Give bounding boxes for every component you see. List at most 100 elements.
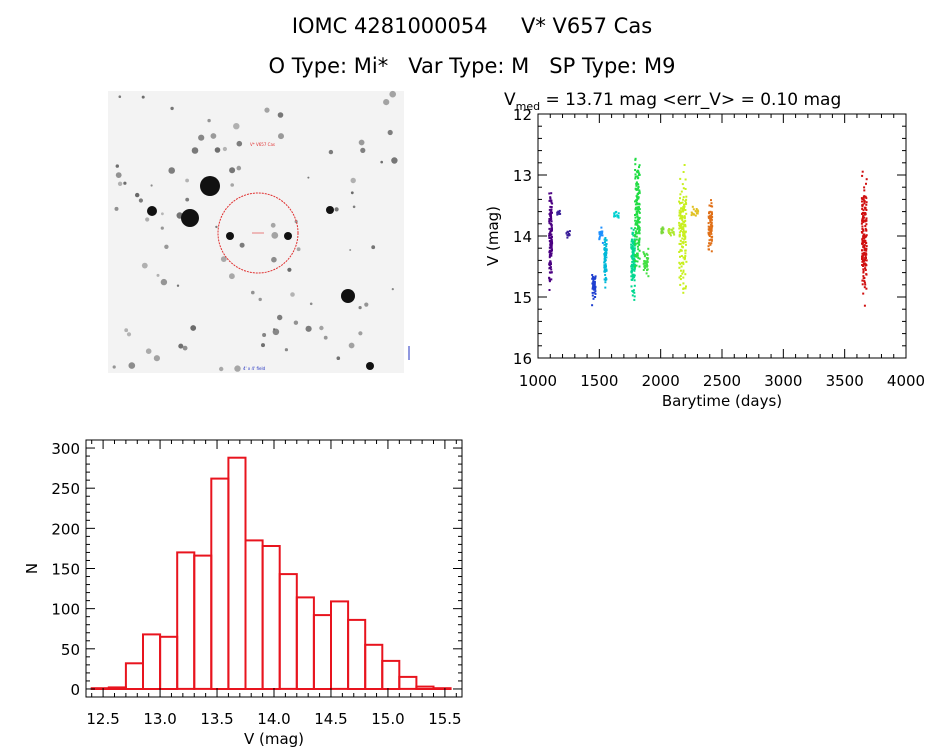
- light-curve-point: [711, 235, 714, 238]
- light-curve-point: [683, 257, 686, 260]
- star: [190, 325, 197, 331]
- light-curve-point: [684, 201, 687, 204]
- star: [358, 139, 365, 146]
- light-curve-point: [708, 233, 711, 236]
- light-curve-point: [684, 287, 687, 290]
- light-curve-point: [591, 276, 594, 278]
- light-curve-y-tick-label: 13: [513, 167, 532, 185]
- light-curve-point: [594, 277, 596, 280]
- light-curve-point: [548, 264, 551, 267]
- light-curve-point: [617, 216, 620, 219]
- light-curve-point: [863, 259, 865, 262]
- light-curve-point: [679, 263, 682, 266]
- light-curve-point: [613, 215, 616, 218]
- light-curve-point: [630, 265, 633, 268]
- light-curve-point: [631, 277, 634, 280]
- light-curve-point: [681, 246, 684, 248]
- light-curve-point: [684, 252, 687, 255]
- light-curve-point: [679, 255, 681, 258]
- histogram-bar: [159, 635, 179, 690]
- histogram-bar: [381, 659, 401, 691]
- light-curve-point: [633, 247, 636, 250]
- light-curve-point: [669, 231, 672, 234]
- light-curve-point: [604, 276, 607, 279]
- light-curve-x-tick-label: 1000: [519, 372, 557, 390]
- star: [262, 333, 267, 337]
- light-curve-point: [636, 222, 639, 225]
- light-curve-point: [646, 259, 649, 262]
- star: [309, 302, 313, 306]
- star: [272, 328, 280, 336]
- light-curve-point: [865, 223, 868, 226]
- light-curve-point: [636, 254, 639, 257]
- light-curve-point: [684, 255, 687, 257]
- star: [290, 292, 295, 297]
- light-curve-point: [692, 208, 695, 211]
- star: [164, 244, 169, 249]
- light-curve-point: [865, 249, 868, 252]
- light-curve-point: [861, 174, 864, 177]
- light-curve-point: [864, 212, 866, 215]
- light-curve-x-tick-label: 1500: [580, 372, 618, 390]
- star: [296, 247, 301, 252]
- light-curve-point: [634, 231, 637, 234]
- light-curve-point: [549, 241, 552, 244]
- light-curve-point: [671, 231, 674, 234]
- light-curve-point: [645, 257, 648, 259]
- light-curve-point: [679, 283, 682, 286]
- bright-star: [147, 206, 157, 216]
- light-curve-point: [566, 230, 569, 233]
- light-curve-point: [678, 261, 681, 264]
- light-curve-point: [669, 234, 672, 237]
- light-curve-point: [600, 234, 603, 237]
- light-curve-point: [634, 223, 637, 226]
- light-curve-point: [708, 235, 711, 237]
- light-curve-point: [604, 237, 607, 239]
- histogram-bar: [176, 551, 196, 690]
- light-curve-point: [683, 205, 686, 208]
- star: [141, 95, 145, 99]
- light-curve-point: [636, 232, 639, 235]
- light-curve-point: [680, 207, 683, 210]
- light-curve-point: [550, 248, 553, 251]
- star: [319, 325, 324, 331]
- light-curve-point: [638, 189, 641, 192]
- light-curve-point: [550, 199, 553, 202]
- light-curve-point: [681, 222, 684, 225]
- light-curve-x-tick-label: 4000: [887, 372, 925, 390]
- light-curve-point: [550, 236, 553, 239]
- histogram-x-tick-label: 12.5: [86, 710, 119, 728]
- light-curve-point: [637, 187, 640, 190]
- star: [124, 328, 129, 333]
- light-curve-point: [708, 242, 711, 245]
- light-curve-point: [670, 228, 673, 231]
- star: [323, 335, 328, 340]
- light-curve-point: [635, 252, 638, 255]
- light-curve-point: [636, 245, 639, 248]
- star: [258, 297, 262, 302]
- star: [236, 140, 243, 147]
- light-curve-point: [683, 223, 685, 226]
- light-curve-point: [550, 209, 553, 212]
- star: [215, 225, 218, 229]
- light-curve-point: [594, 290, 597, 293]
- light-curve-series-9: [642, 247, 650, 278]
- light-curve-point: [558, 211, 561, 214]
- star: [126, 332, 132, 337]
- star: [277, 314, 283, 321]
- histogram-bar: [398, 675, 418, 690]
- light-curve-point: [708, 248, 710, 251]
- light-curve-point: [594, 275, 597, 278]
- light-curve-point: [634, 235, 637, 238]
- light-curve-point: [631, 253, 634, 256]
- light-curve-point: [598, 238, 601, 241]
- light-curve-point: [630, 227, 633, 230]
- light-curve-point: [558, 209, 561, 212]
- star: [391, 288, 394, 291]
- bright-star: [366, 362, 374, 370]
- light-curve-point: [709, 216, 712, 218]
- histogram-x-label: V (mag): [244, 730, 304, 747]
- light-curve-point: [685, 285, 687, 288]
- light-curve-point: [684, 223, 687, 226]
- light-curve-point: [863, 195, 866, 198]
